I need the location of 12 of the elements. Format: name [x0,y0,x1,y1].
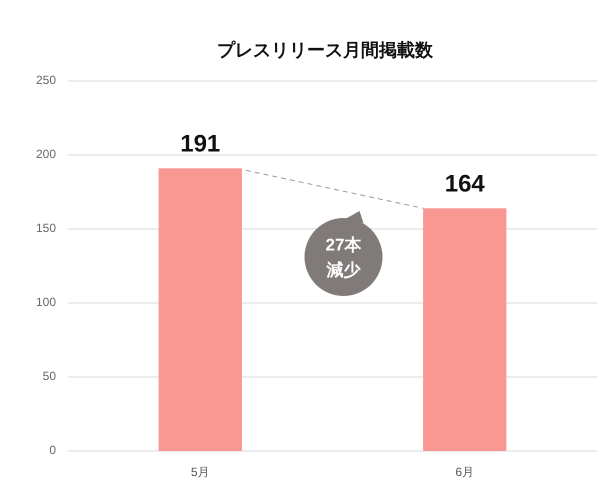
annotation: 27本減少 [326,236,362,280]
y-tick-label: 0 [49,443,56,458]
chart-title: プレスリリース月間掲載数 [217,40,434,60]
x-tick-label: 5月 [190,465,210,479]
y-tick-label: 200 [36,147,56,162]
y-tick-label: 100 [36,295,56,310]
data-label: 164 [444,170,486,198]
y-tick-label: 250 [36,73,56,88]
data-label: 191 [180,130,220,158]
y-tick-label: 150 [36,221,56,236]
y-tick-label: 50 [42,369,56,384]
x-tick-label: 6月 [455,465,474,479]
